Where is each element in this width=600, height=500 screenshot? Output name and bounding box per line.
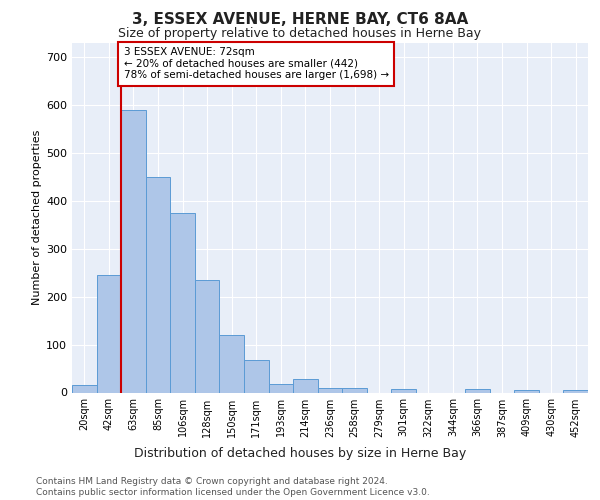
Bar	[220, 335, 244, 392]
Bar	[72, 386, 97, 392]
Text: 3 ESSEX AVENUE: 72sqm
← 20% of detached houses are smaller (442)
78% of semi-det: 3 ESSEX AVENUE: 72sqm ← 20% of detached …	[124, 48, 389, 80]
Bar	[121, 110, 146, 393]
Bar	[465, 389, 490, 392]
Bar	[146, 176, 170, 392]
Text: 3, ESSEX AVENUE, HERNE BAY, CT6 8AA: 3, ESSEX AVENUE, HERNE BAY, CT6 8AA	[132, 12, 468, 28]
Text: Size of property relative to detached houses in Herne Bay: Size of property relative to detached ho…	[119, 28, 482, 40]
Y-axis label: Number of detached properties: Number of detached properties	[32, 130, 42, 305]
Bar	[97, 275, 121, 392]
Bar	[514, 390, 539, 392]
Bar	[269, 384, 293, 392]
Bar	[195, 280, 220, 392]
Bar	[563, 390, 588, 392]
Bar	[342, 388, 367, 392]
Text: Distribution of detached houses by size in Herne Bay: Distribution of detached houses by size …	[134, 448, 466, 460]
Bar	[244, 360, 269, 392]
Text: Contains HM Land Registry data © Crown copyright and database right 2024.
Contai: Contains HM Land Registry data © Crown c…	[36, 478, 430, 497]
Bar	[293, 379, 318, 392]
Bar	[170, 212, 195, 392]
Bar	[318, 388, 342, 392]
Bar	[391, 389, 416, 392]
